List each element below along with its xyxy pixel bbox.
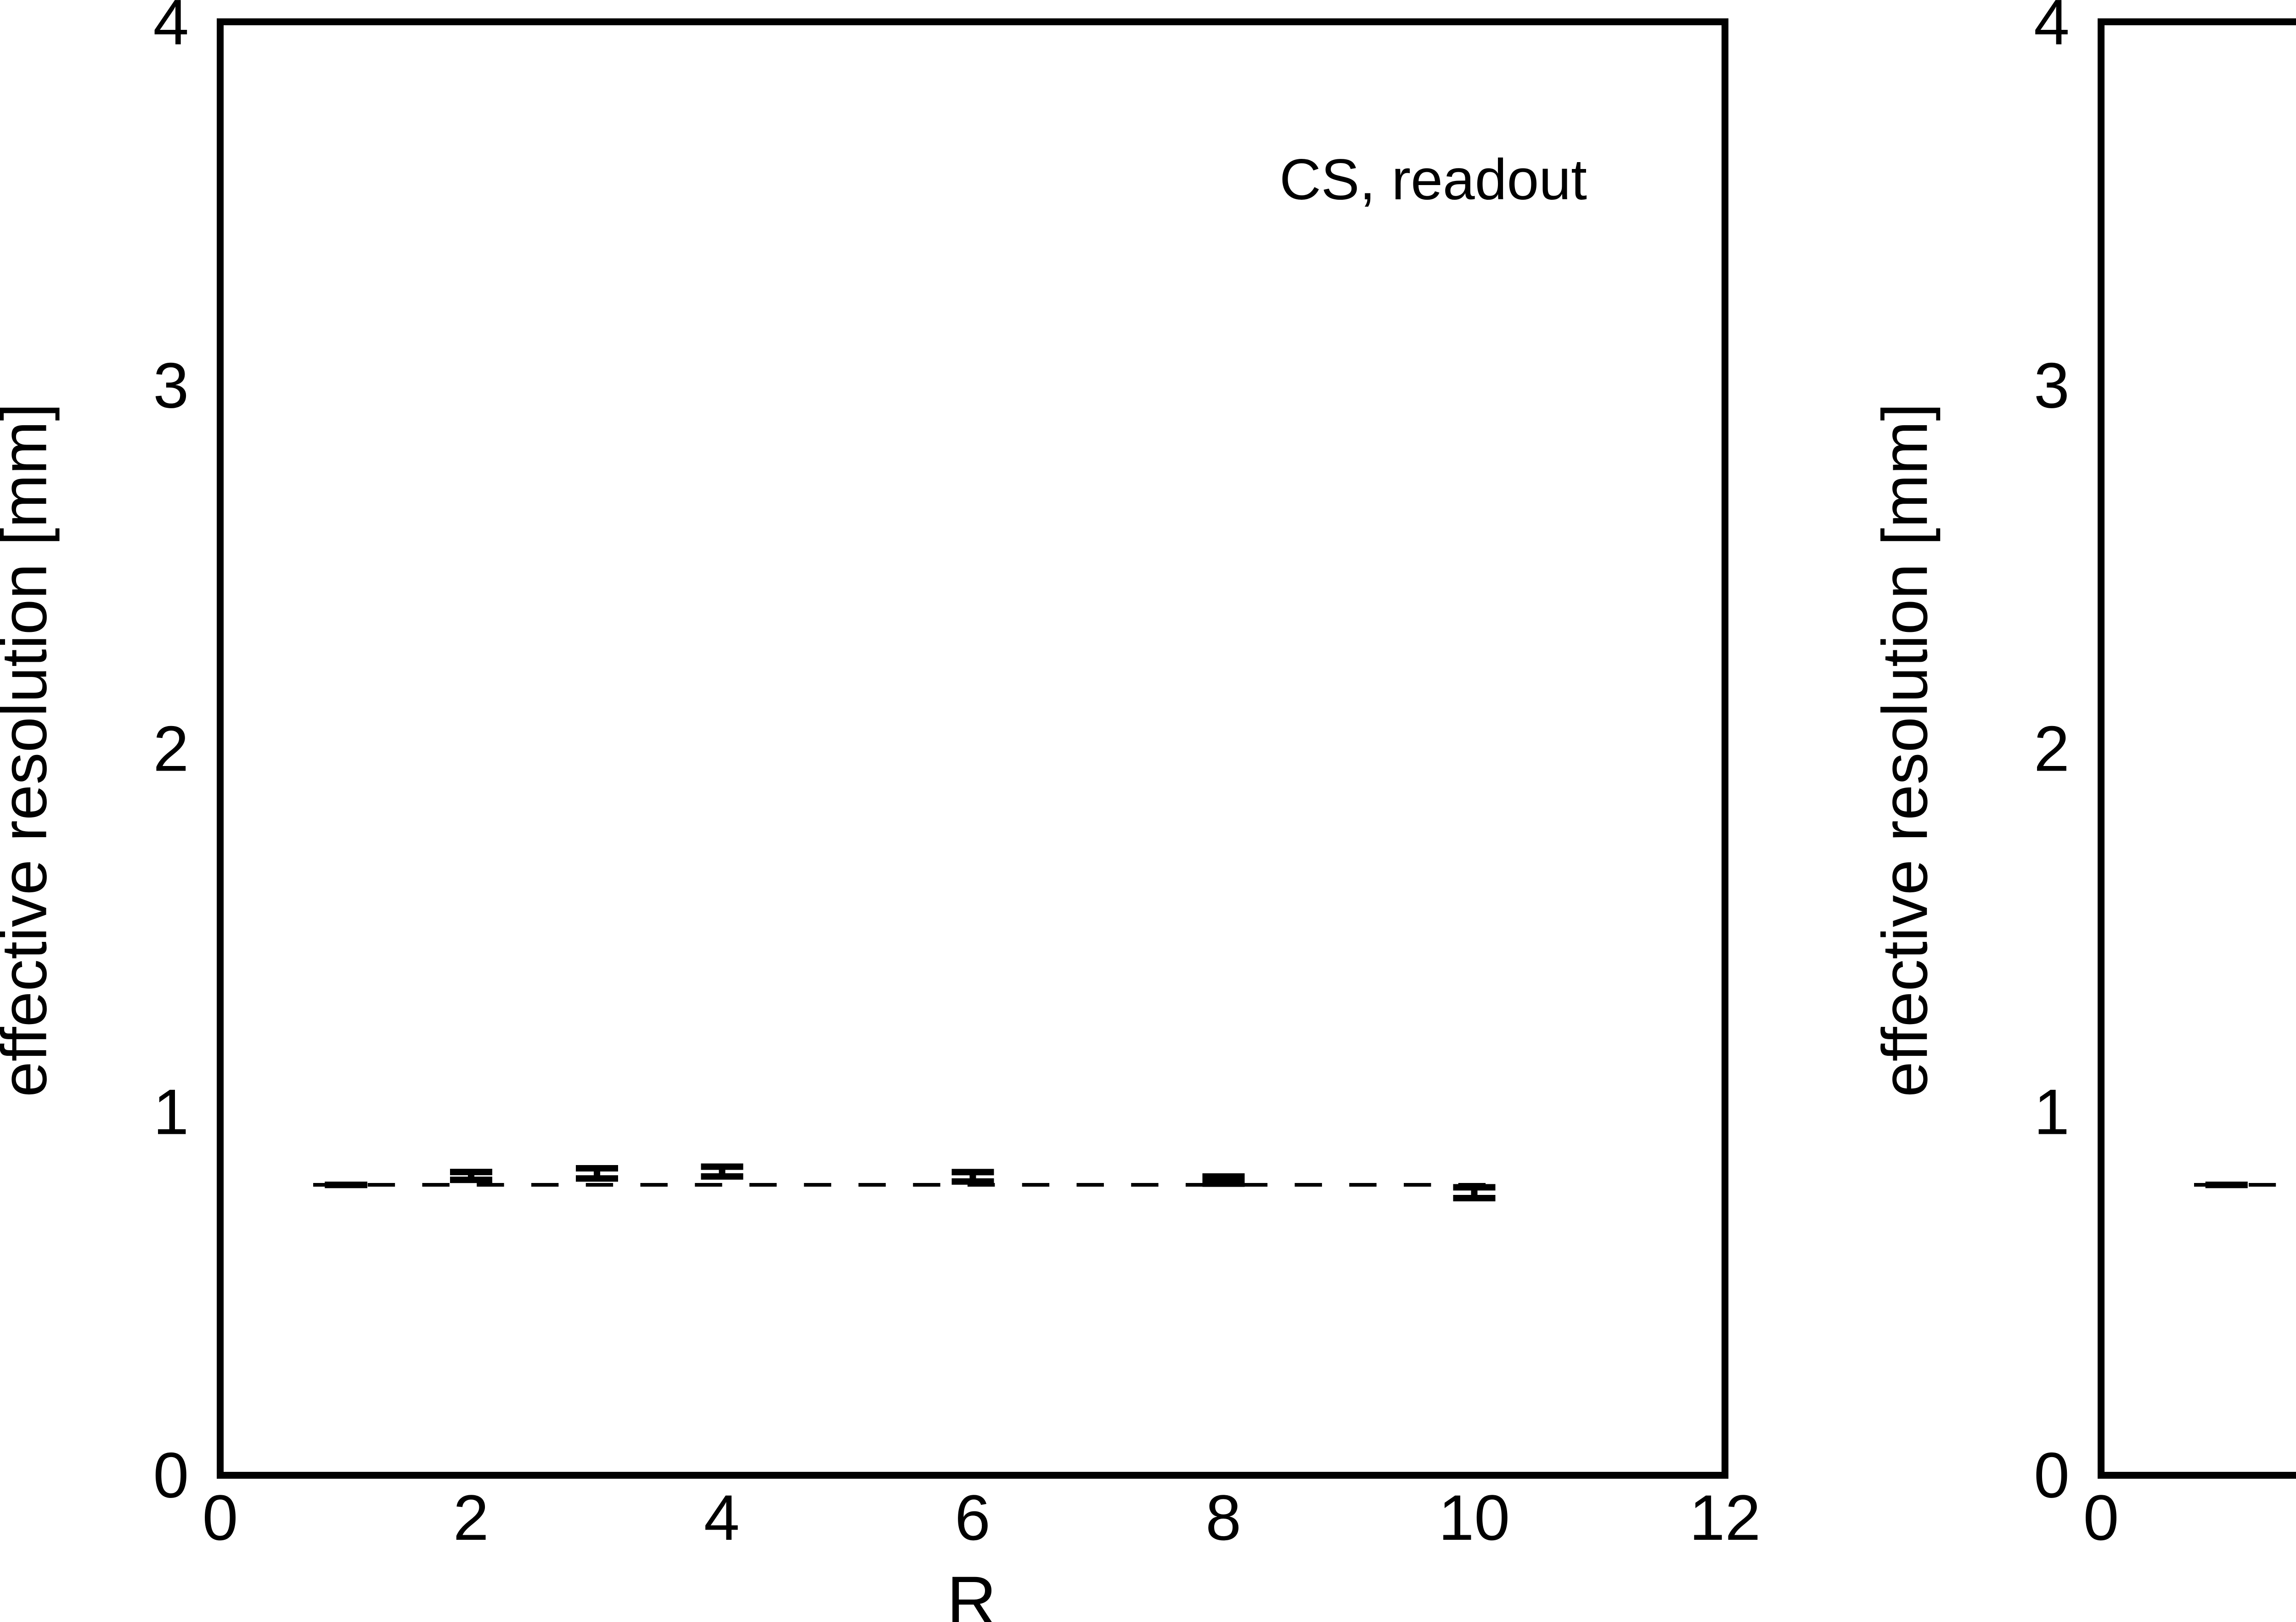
svg-text:4: 4 (2034, 0, 2070, 58)
svg-text:6: 6 (955, 1481, 990, 1554)
svg-text:effective resolution [mm]: effective resolution [mm] (1869, 403, 1941, 1097)
svg-text:2: 2 (453, 1481, 489, 1554)
svg-text:12: 12 (1689, 1481, 1761, 1554)
svg-text:3: 3 (2034, 349, 2070, 422)
svg-text:4: 4 (704, 1481, 740, 1554)
svg-text:2: 2 (2034, 713, 2070, 785)
svg-text:CS, readout: CS, readout (1279, 147, 1587, 212)
svg-text:1: 1 (2034, 1076, 2070, 1148)
svg-text:0: 0 (153, 1439, 189, 1511)
svg-text:R: R (947, 1562, 996, 1622)
svg-text:effective resolution [mm]: effective resolution [mm] (0, 403, 60, 1097)
svg-text:10: 10 (1438, 1481, 1510, 1554)
svg-text:1: 1 (153, 1076, 189, 1148)
svg-text:0: 0 (2034, 1439, 2070, 1511)
svg-text:0: 0 (2083, 1481, 2119, 1554)
svg-text:4: 4 (153, 0, 189, 58)
svg-text:3: 3 (153, 349, 189, 422)
svg-text:8: 8 (1205, 1481, 1241, 1554)
svg-text:0: 0 (203, 1481, 238, 1554)
svg-text:2: 2 (153, 713, 189, 785)
